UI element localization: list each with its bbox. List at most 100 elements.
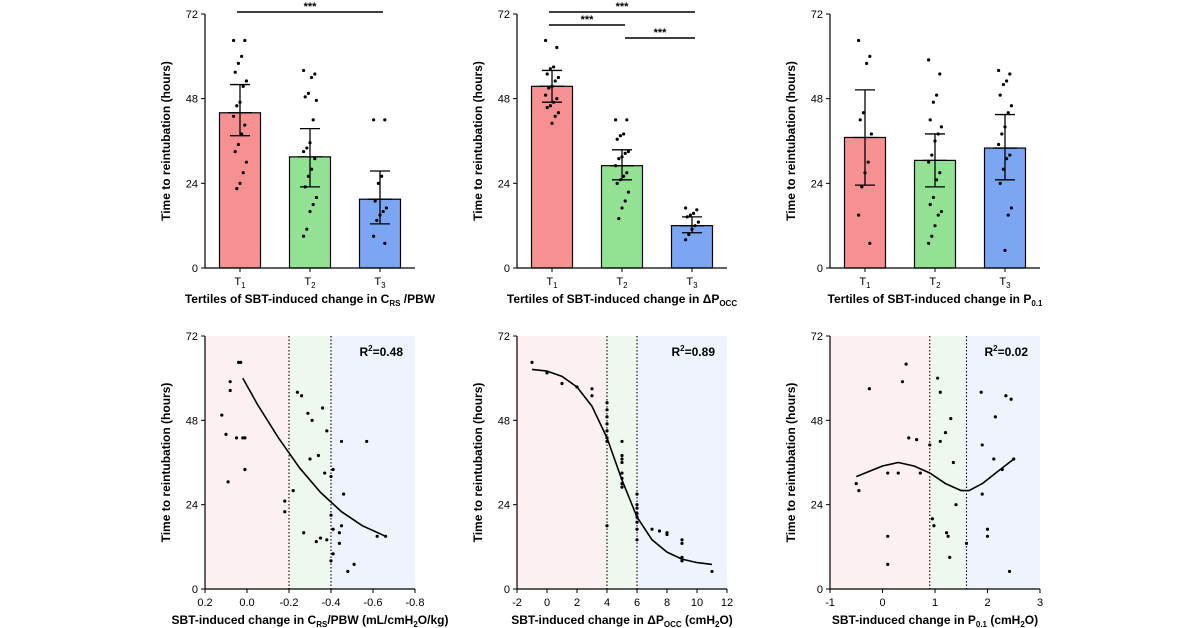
data-point <box>930 153 934 157</box>
data-point <box>605 415 609 419</box>
data-point <box>291 489 295 493</box>
data-point <box>236 61 240 65</box>
fit-curve <box>855 458 1015 492</box>
fit-curve <box>531 368 713 566</box>
y-tick-label: 0 <box>817 584 823 596</box>
data-point <box>314 98 318 103</box>
data-point <box>375 534 379 538</box>
data-point <box>233 70 237 74</box>
data-point <box>939 125 944 129</box>
data-point <box>548 104 553 108</box>
x-tick-label: 0.2 <box>197 597 212 609</box>
y-tick-label: 0 <box>504 263 510 275</box>
data-point <box>311 118 315 122</box>
tertile-band-3 <box>966 336 1040 589</box>
x-tick-label: -1 <box>825 597 835 609</box>
data-point <box>657 529 662 533</box>
data-point <box>614 118 618 122</box>
x-tick-label: T1 <box>546 276 558 290</box>
x-tick-label: 1 <box>932 597 938 609</box>
data-point <box>1000 132 1004 136</box>
data-point <box>346 569 350 574</box>
label-part: OCC <box>719 299 737 308</box>
y-tick-label: 72 <box>498 331 510 343</box>
data-point <box>228 380 232 384</box>
data-point <box>635 511 639 516</box>
data-point <box>323 471 327 475</box>
y-tick-label: 24 <box>811 178 823 190</box>
x-tick-label: 6 <box>634 597 640 609</box>
x-axis-title: Tertiles of SBT-induced change in P0.1 <box>828 292 1043 308</box>
data-point <box>915 438 919 442</box>
label-part: O) <box>1025 613 1038 627</box>
data-point <box>311 202 315 207</box>
data-point <box>243 436 247 440</box>
data-point <box>373 199 377 203</box>
data-point <box>998 93 1002 97</box>
data-point <box>244 79 248 83</box>
label-part: O) <box>719 613 732 627</box>
data-point <box>930 234 934 238</box>
data-point <box>331 552 335 556</box>
x-tick-label: 12 <box>721 597 733 609</box>
data-point <box>620 453 624 458</box>
y-tick-label: 72 <box>186 331 198 343</box>
data-point <box>622 132 626 136</box>
label-part: (cmH <box>987 613 1020 627</box>
data-point <box>321 406 325 410</box>
data-point <box>635 503 639 507</box>
label-part: R <box>360 345 369 359</box>
data-point <box>553 79 557 83</box>
data-point <box>626 149 631 154</box>
label-part: 3 <box>381 281 386 290</box>
data-point <box>550 121 554 125</box>
y-axis-title: Time to reintubation (hours) <box>159 383 173 543</box>
data-point <box>687 232 691 237</box>
data-point <box>635 520 639 524</box>
label-part: 3 <box>1006 281 1011 290</box>
x-tick-label: 3 <box>1037 597 1043 609</box>
data-point <box>626 190 631 194</box>
significance-label: *** <box>654 27 668 39</box>
x-tick-label: 4 <box>604 597 610 609</box>
data-point <box>927 160 931 164</box>
data-point <box>337 531 341 535</box>
data-point <box>944 531 949 535</box>
bar-1 <box>218 112 262 269</box>
data-point <box>310 75 314 80</box>
bar-2 <box>600 165 644 269</box>
data-point <box>544 38 548 43</box>
label-part: 2 <box>311 281 316 290</box>
data-point <box>305 146 309 150</box>
data-point <box>1007 569 1012 574</box>
data-point <box>928 202 932 207</box>
y-tick-label: 72 <box>811 9 823 21</box>
data-point <box>620 206 624 210</box>
label-part: R <box>985 345 994 359</box>
label-part: SBT-induced change in ΔP <box>511 613 664 627</box>
data-point <box>236 142 240 147</box>
data-point <box>329 474 333 479</box>
data-point <box>936 213 940 217</box>
y-tick-label: 0 <box>817 263 823 275</box>
tertile-band-1 <box>830 336 930 589</box>
data-point <box>1009 397 1013 401</box>
data-point <box>605 439 609 444</box>
data-point <box>555 45 559 50</box>
data-point <box>622 174 626 178</box>
label-part: 1 <box>553 281 558 290</box>
label-part: T <box>686 276 693 288</box>
data-point <box>302 531 306 535</box>
data-point <box>866 160 870 164</box>
data-point <box>228 388 232 393</box>
data-point <box>310 167 314 171</box>
data-point <box>904 362 908 366</box>
data-point <box>618 134 623 138</box>
data-point <box>302 68 306 73</box>
data-point <box>951 460 955 465</box>
x-tick-label: -0.2 <box>280 597 299 609</box>
y-tick-label: 24 <box>186 178 198 190</box>
data-point <box>237 360 241 364</box>
data-point <box>331 527 335 531</box>
